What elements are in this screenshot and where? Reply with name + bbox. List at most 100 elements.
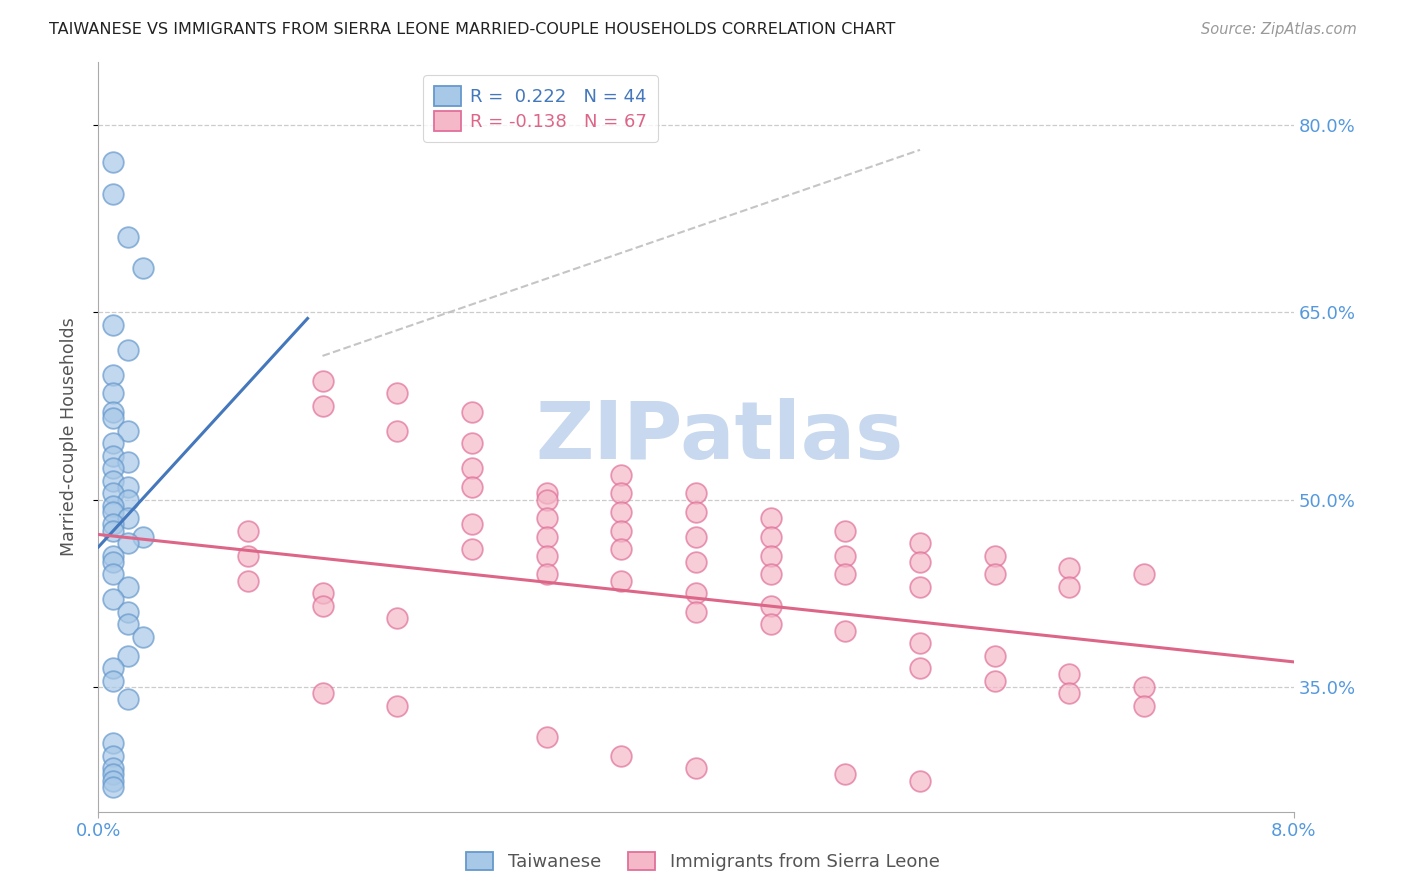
Legend: R =  0.222   N = 44, R = -0.138   N = 67: R = 0.222 N = 44, R = -0.138 N = 67 <box>423 75 658 142</box>
Point <box>103 517 125 532</box>
Point <box>117 511 139 525</box>
Point <box>759 599 782 613</box>
Point <box>1133 680 1156 694</box>
Point <box>311 586 333 600</box>
Point <box>117 605 139 619</box>
Point <box>103 486 125 500</box>
Point <box>311 686 333 700</box>
Point <box>461 542 484 557</box>
Point <box>759 567 782 582</box>
Point <box>103 386 125 401</box>
Point <box>103 411 125 425</box>
Point <box>103 567 125 582</box>
Point <box>103 449 125 463</box>
Point <box>103 474 125 488</box>
Text: ZIPatlas: ZIPatlas <box>536 398 904 476</box>
Point <box>536 567 558 582</box>
Point <box>103 748 125 763</box>
Point <box>117 424 139 438</box>
Point <box>685 555 707 569</box>
Point <box>908 536 931 550</box>
Point <box>759 617 782 632</box>
Point <box>385 611 409 625</box>
Point <box>132 261 155 276</box>
Point <box>759 511 782 525</box>
Point <box>984 549 1007 563</box>
Legend: Taiwanese, Immigrants from Sierra Leone: Taiwanese, Immigrants from Sierra Leone <box>460 845 946 879</box>
Point <box>908 555 931 569</box>
Point <box>536 530 558 544</box>
Point <box>103 767 125 781</box>
Point <box>461 436 484 450</box>
Text: Source: ZipAtlas.com: Source: ZipAtlas.com <box>1201 22 1357 37</box>
Point <box>536 549 558 563</box>
Point <box>461 461 484 475</box>
Point <box>117 648 139 663</box>
Point <box>1059 686 1081 700</box>
Point <box>103 405 125 419</box>
Point <box>103 368 125 382</box>
Point <box>311 599 333 613</box>
Point <box>536 511 558 525</box>
Point <box>117 455 139 469</box>
Point <box>984 567 1007 582</box>
Point <box>1133 698 1156 713</box>
Point <box>685 761 707 775</box>
Point <box>685 486 707 500</box>
Point <box>984 673 1007 688</box>
Point <box>103 549 125 563</box>
Point <box>610 505 633 519</box>
Point <box>103 673 125 688</box>
Point <box>610 524 633 538</box>
Point <box>103 780 125 794</box>
Point <box>117 230 139 244</box>
Point <box>610 748 633 763</box>
Point <box>132 530 155 544</box>
Text: TAIWANESE VS IMMIGRANTS FROM SIERRA LEONE MARRIED-COUPLE HOUSEHOLDS CORRELATION : TAIWANESE VS IMMIGRANTS FROM SIERRA LEON… <box>49 22 896 37</box>
Point <box>103 773 125 788</box>
Point <box>385 386 409 401</box>
Point <box>908 661 931 675</box>
Point <box>117 580 139 594</box>
Point <box>103 555 125 569</box>
Point <box>984 648 1007 663</box>
Point <box>1059 561 1081 575</box>
Point <box>1059 580 1081 594</box>
Point <box>908 580 931 594</box>
Point <box>536 730 558 744</box>
Point <box>103 761 125 775</box>
Point <box>236 549 259 563</box>
Point <box>236 524 259 538</box>
Point <box>103 505 125 519</box>
Point <box>759 549 782 563</box>
Point <box>103 524 125 538</box>
Point <box>834 767 856 781</box>
Point <box>610 542 633 557</box>
Point <box>685 605 707 619</box>
Point <box>103 436 125 450</box>
Point <box>536 486 558 500</box>
Point <box>311 399 333 413</box>
Point <box>103 592 125 607</box>
Y-axis label: Married-couple Households: Married-couple Households <box>59 318 77 557</box>
Point <box>834 549 856 563</box>
Point <box>103 736 125 750</box>
Point <box>908 773 931 788</box>
Point <box>1059 667 1081 681</box>
Point <box>117 343 139 357</box>
Point <box>117 492 139 507</box>
Point <box>610 574 633 588</box>
Point <box>834 524 856 538</box>
Point <box>132 630 155 644</box>
Point <box>685 505 707 519</box>
Point <box>908 636 931 650</box>
Point <box>103 318 125 332</box>
Point <box>103 661 125 675</box>
Point <box>834 624 856 638</box>
Point <box>536 492 558 507</box>
Point <box>117 480 139 494</box>
Point <box>610 486 633 500</box>
Point <box>236 574 259 588</box>
Point <box>1133 567 1156 582</box>
Point <box>103 186 125 201</box>
